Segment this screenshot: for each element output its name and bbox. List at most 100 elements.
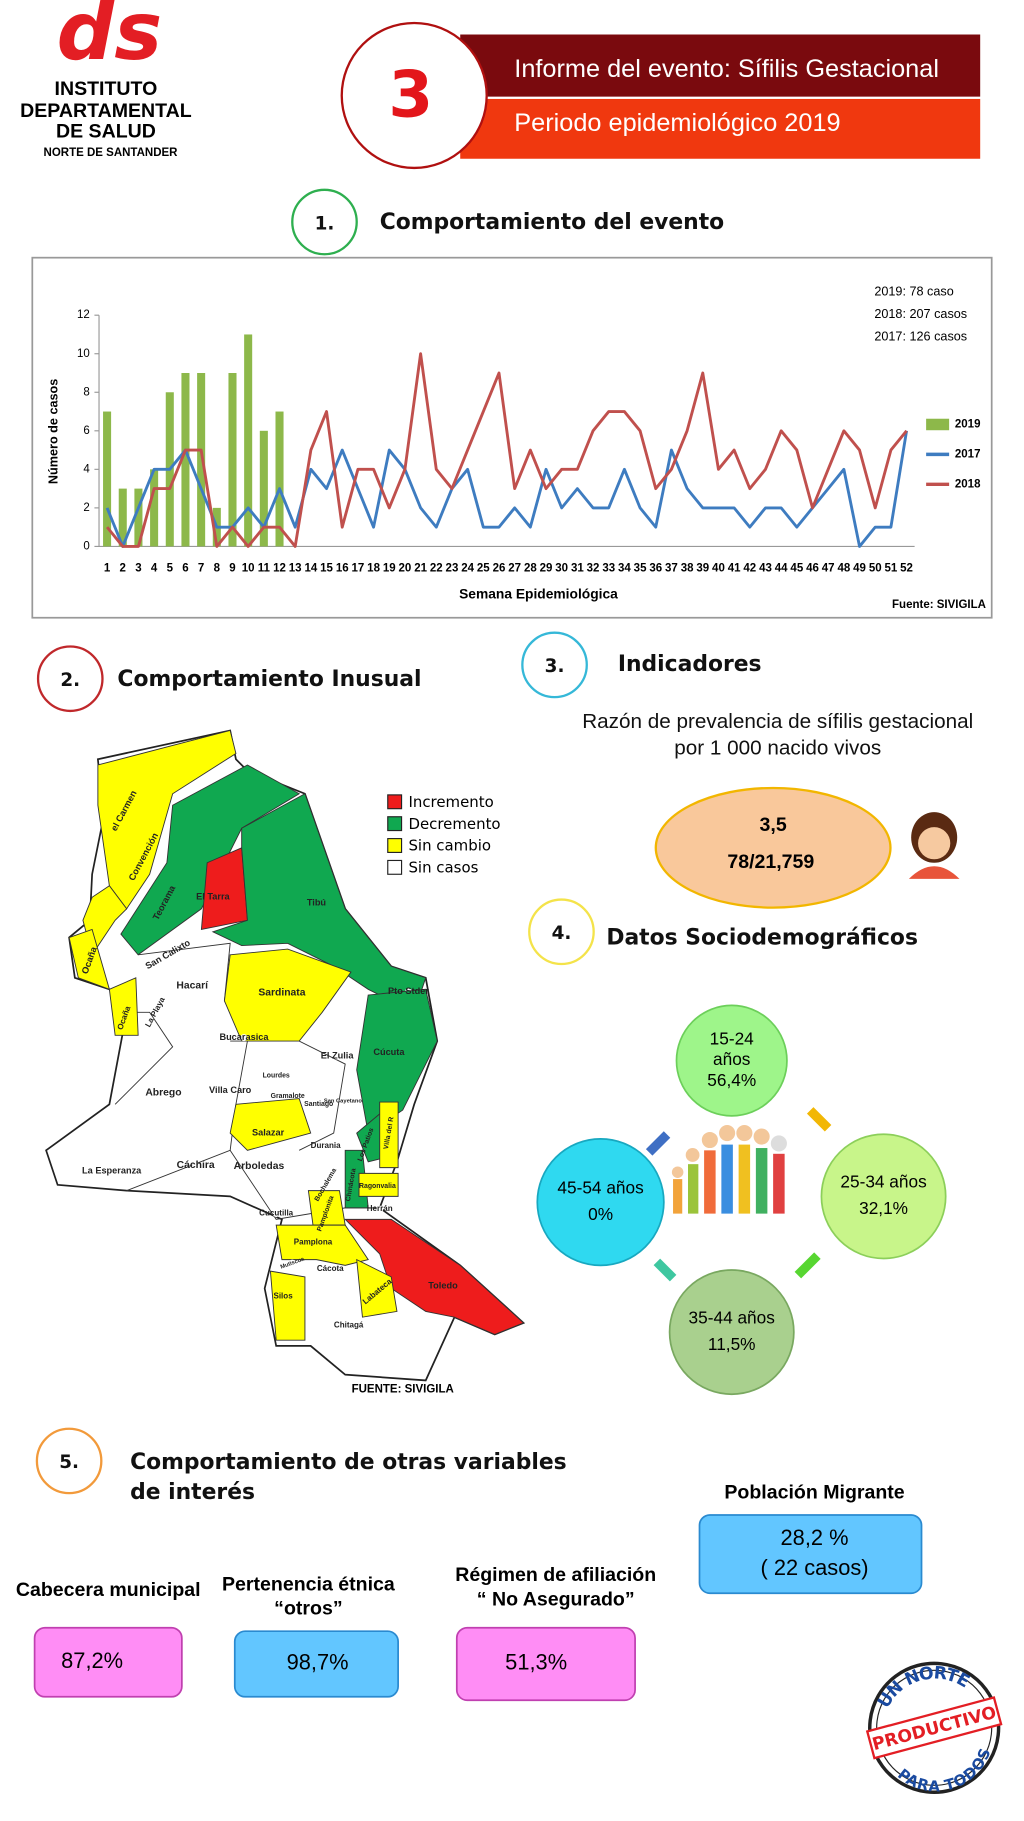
woman-icon bbox=[908, 812, 960, 879]
number-badge bbox=[340, 21, 488, 170]
bar bbox=[150, 469, 159, 547]
logo: ds INSTITUTO DEPARTAMENTAL DE SALUD NORT… bbox=[20, 0, 192, 159]
map-border bbox=[114, 1011, 174, 1105]
x-tick-label: 10 bbox=[242, 562, 255, 574]
annotation: 2017: 126 casos bbox=[874, 329, 967, 343]
bar bbox=[118, 488, 127, 547]
logo-mark: ds bbox=[57, 0, 163, 78]
logo-line: INSTITUTO bbox=[55, 78, 158, 100]
x-tick-label: 43 bbox=[759, 562, 772, 574]
connector bbox=[794, 1252, 821, 1279]
legend-label: 2019 bbox=[955, 419, 981, 431]
x-tick-label: 45 bbox=[790, 562, 803, 574]
x-tick-label: 28 bbox=[524, 562, 537, 574]
region bbox=[358, 1172, 399, 1197]
legend-swatch bbox=[926, 418, 950, 431]
y-tick-label: 6 bbox=[83, 425, 89, 437]
region-label: El Zulia bbox=[321, 1050, 355, 1060]
indicator-title: Razón de prevalencia de sífilis gestacio… bbox=[582, 710, 973, 733]
variable-label: Pertenencia étnica bbox=[222, 1573, 395, 1595]
region-patch bbox=[272, 1210, 280, 1218]
bar bbox=[259, 430, 268, 547]
x-tick-label: 8 bbox=[214, 562, 221, 574]
line bbox=[105, 430, 908, 548]
legend-swatch bbox=[387, 859, 403, 875]
region-label: Sardinata bbox=[258, 987, 305, 998]
variable-box bbox=[33, 1626, 183, 1698]
region-label: Silos bbox=[273, 1292, 293, 1301]
x-tick-label: 27 bbox=[508, 562, 521, 574]
x-axis-title: Semana Epidemiológica bbox=[459, 586, 618, 601]
x-tick-label: 3 bbox=[135, 562, 141, 574]
region-patch bbox=[322, 1181, 330, 1189]
x-tick-label: 21 bbox=[414, 562, 427, 574]
region-patch bbox=[188, 982, 196, 990]
section-title: Comportamiento del evento bbox=[380, 210, 724, 235]
region bbox=[97, 729, 237, 910]
report-subtitle: Periodo epidemiológico 2019 bbox=[514, 109, 840, 137]
region-patch bbox=[376, 1205, 384, 1213]
region-label: Pto Stder bbox=[388, 986, 429, 996]
indicator-ratio: 78/21,759 bbox=[727, 851, 814, 873]
region bbox=[344, 1218, 525, 1335]
section-title: de interés bbox=[130, 1480, 255, 1505]
region bbox=[379, 1101, 399, 1169]
region-label: Cucutilla bbox=[259, 1209, 294, 1218]
section-badge bbox=[36, 645, 104, 713]
age-text: 35-44 años bbox=[689, 1307, 775, 1327]
variable-label: Cabecera municipal bbox=[16, 1579, 201, 1601]
x-tick-label: 9 bbox=[229, 562, 235, 574]
bar bbox=[197, 373, 206, 547]
bar bbox=[181, 373, 190, 547]
section-badge bbox=[528, 898, 595, 966]
x-tick-label: 34 bbox=[618, 562, 631, 574]
x-tick-label: 41 bbox=[728, 562, 741, 574]
region-patch bbox=[322, 1142, 330, 1150]
x-tick-label: 17 bbox=[352, 562, 365, 574]
region-label: La Esperanza bbox=[82, 1165, 142, 1175]
region-label: Durania bbox=[311, 1141, 341, 1150]
indicator-ellipse bbox=[654, 786, 892, 909]
other-variables: Población Migrante 28,2 % ( 22 casos) Cabec… bbox=[16, 1481, 923, 1702]
legend-label: Decremento bbox=[408, 815, 500, 833]
x-tick-label: 50 bbox=[869, 562, 882, 574]
variable-label: Población Migrante bbox=[724, 1481, 904, 1503]
age-text: 45-54 años bbox=[557, 1177, 643, 1197]
x-tick-label: 16 bbox=[336, 562, 349, 574]
region-patch bbox=[192, 1161, 200, 1169]
region-label: Abrego bbox=[145, 1088, 181, 1099]
region-label: Chitagá bbox=[334, 1320, 364, 1329]
title-bar bbox=[460, 34, 981, 97]
bar bbox=[228, 373, 237, 547]
region-patch bbox=[272, 1072, 280, 1080]
region-patch bbox=[255, 1163, 263, 1170]
region-patch bbox=[151, 1008, 159, 1016]
region bbox=[120, 764, 301, 956]
variable-value: 51,3% bbox=[505, 1650, 567, 1675]
legend-label: 2017 bbox=[955, 448, 981, 460]
logo-line: DE SALUD bbox=[56, 120, 156, 142]
subtitle-bar bbox=[460, 98, 981, 159]
indicator-value: 3,5 bbox=[760, 814, 787, 836]
region-patch bbox=[345, 1321, 353, 1329]
region-patch bbox=[108, 1167, 116, 1175]
chart-frame bbox=[31, 256, 993, 619]
region-label: Hacarí bbox=[176, 981, 209, 992]
region-label: Tibú bbox=[307, 897, 326, 907]
stamp: UN NORTE PRODUCTIVO PARA TODOS bbox=[865, 1652, 1003, 1807]
y-axis-title: Número de casos bbox=[47, 379, 61, 484]
x-tick-label: 48 bbox=[837, 562, 850, 574]
region-label: Salazar bbox=[252, 1128, 285, 1138]
variable-value: 87,2% bbox=[61, 1648, 123, 1673]
variable-label: “ No Asegurado” bbox=[477, 1588, 635, 1610]
chart-source: Fuente: SIVIGILA bbox=[892, 599, 986, 611]
section-badge bbox=[35, 1427, 103, 1495]
region bbox=[356, 988, 438, 1134]
section-title: Comportamiento de otras variables bbox=[130, 1450, 567, 1475]
region bbox=[269, 1270, 306, 1341]
region-patch bbox=[240, 1034, 248, 1042]
map-source: FUENTE: SIVIGILA bbox=[352, 1384, 454, 1396]
age-text: 15-24 bbox=[710, 1028, 755, 1048]
